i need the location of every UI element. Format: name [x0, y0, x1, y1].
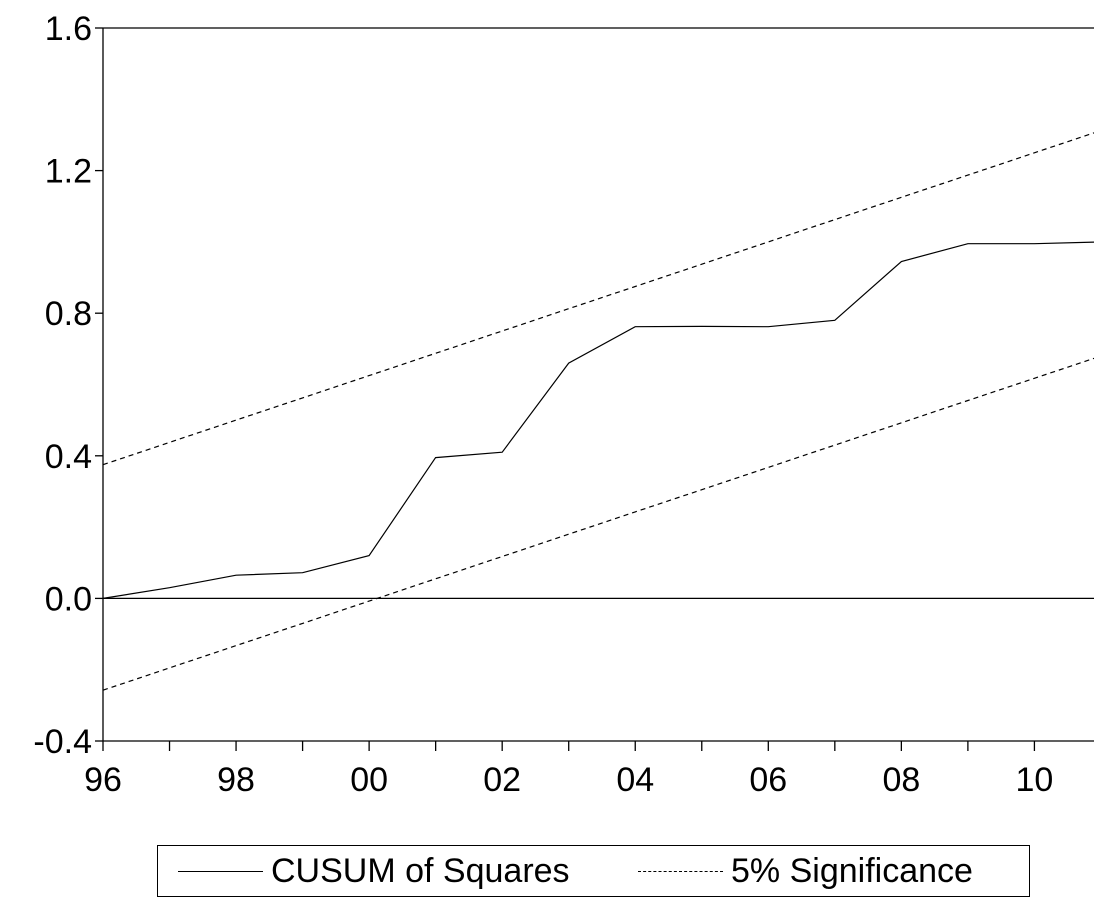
legend-item-significance: 5% Significance: [638, 846, 973, 896]
x-tick-label: 08: [882, 761, 920, 799]
y-tick-label: 1.6: [45, 10, 92, 48]
x-tick-label: 96: [84, 761, 122, 799]
y-tick-label: 0.8: [45, 295, 92, 333]
significance-lower-line: [102, 357, 1094, 691]
x-tick-label: 04: [616, 761, 654, 799]
y-tick-label: -0.4: [33, 723, 92, 761]
legend-solid-line-swatch: [178, 870, 263, 872]
significance-upper-line: [102, 132, 1094, 466]
y-tick-label: 1.2: [45, 153, 92, 191]
x-tick-label: 02: [483, 761, 521, 799]
legend: CUSUM of Squares 5% Significance: [157, 845, 1030, 897]
x-tick-label: 06: [749, 761, 787, 799]
x-tick-label: 98: [217, 761, 255, 799]
y-tick-label: 0.4: [45, 438, 92, 476]
legend-label-significance: 5% Significance: [731, 851, 973, 890]
legend-dashed-line-swatch: [638, 870, 723, 872]
y-tick-label: 0.0: [45, 580, 92, 618]
legend-label-cusum: CUSUM of Squares: [271, 851, 570, 890]
x-tick-label: 10: [1016, 761, 1054, 799]
cusum-squares-line: [102, 241, 1094, 599]
legend-item-cusum: CUSUM of Squares: [178, 846, 570, 896]
x-tick-label: 00: [350, 761, 388, 799]
